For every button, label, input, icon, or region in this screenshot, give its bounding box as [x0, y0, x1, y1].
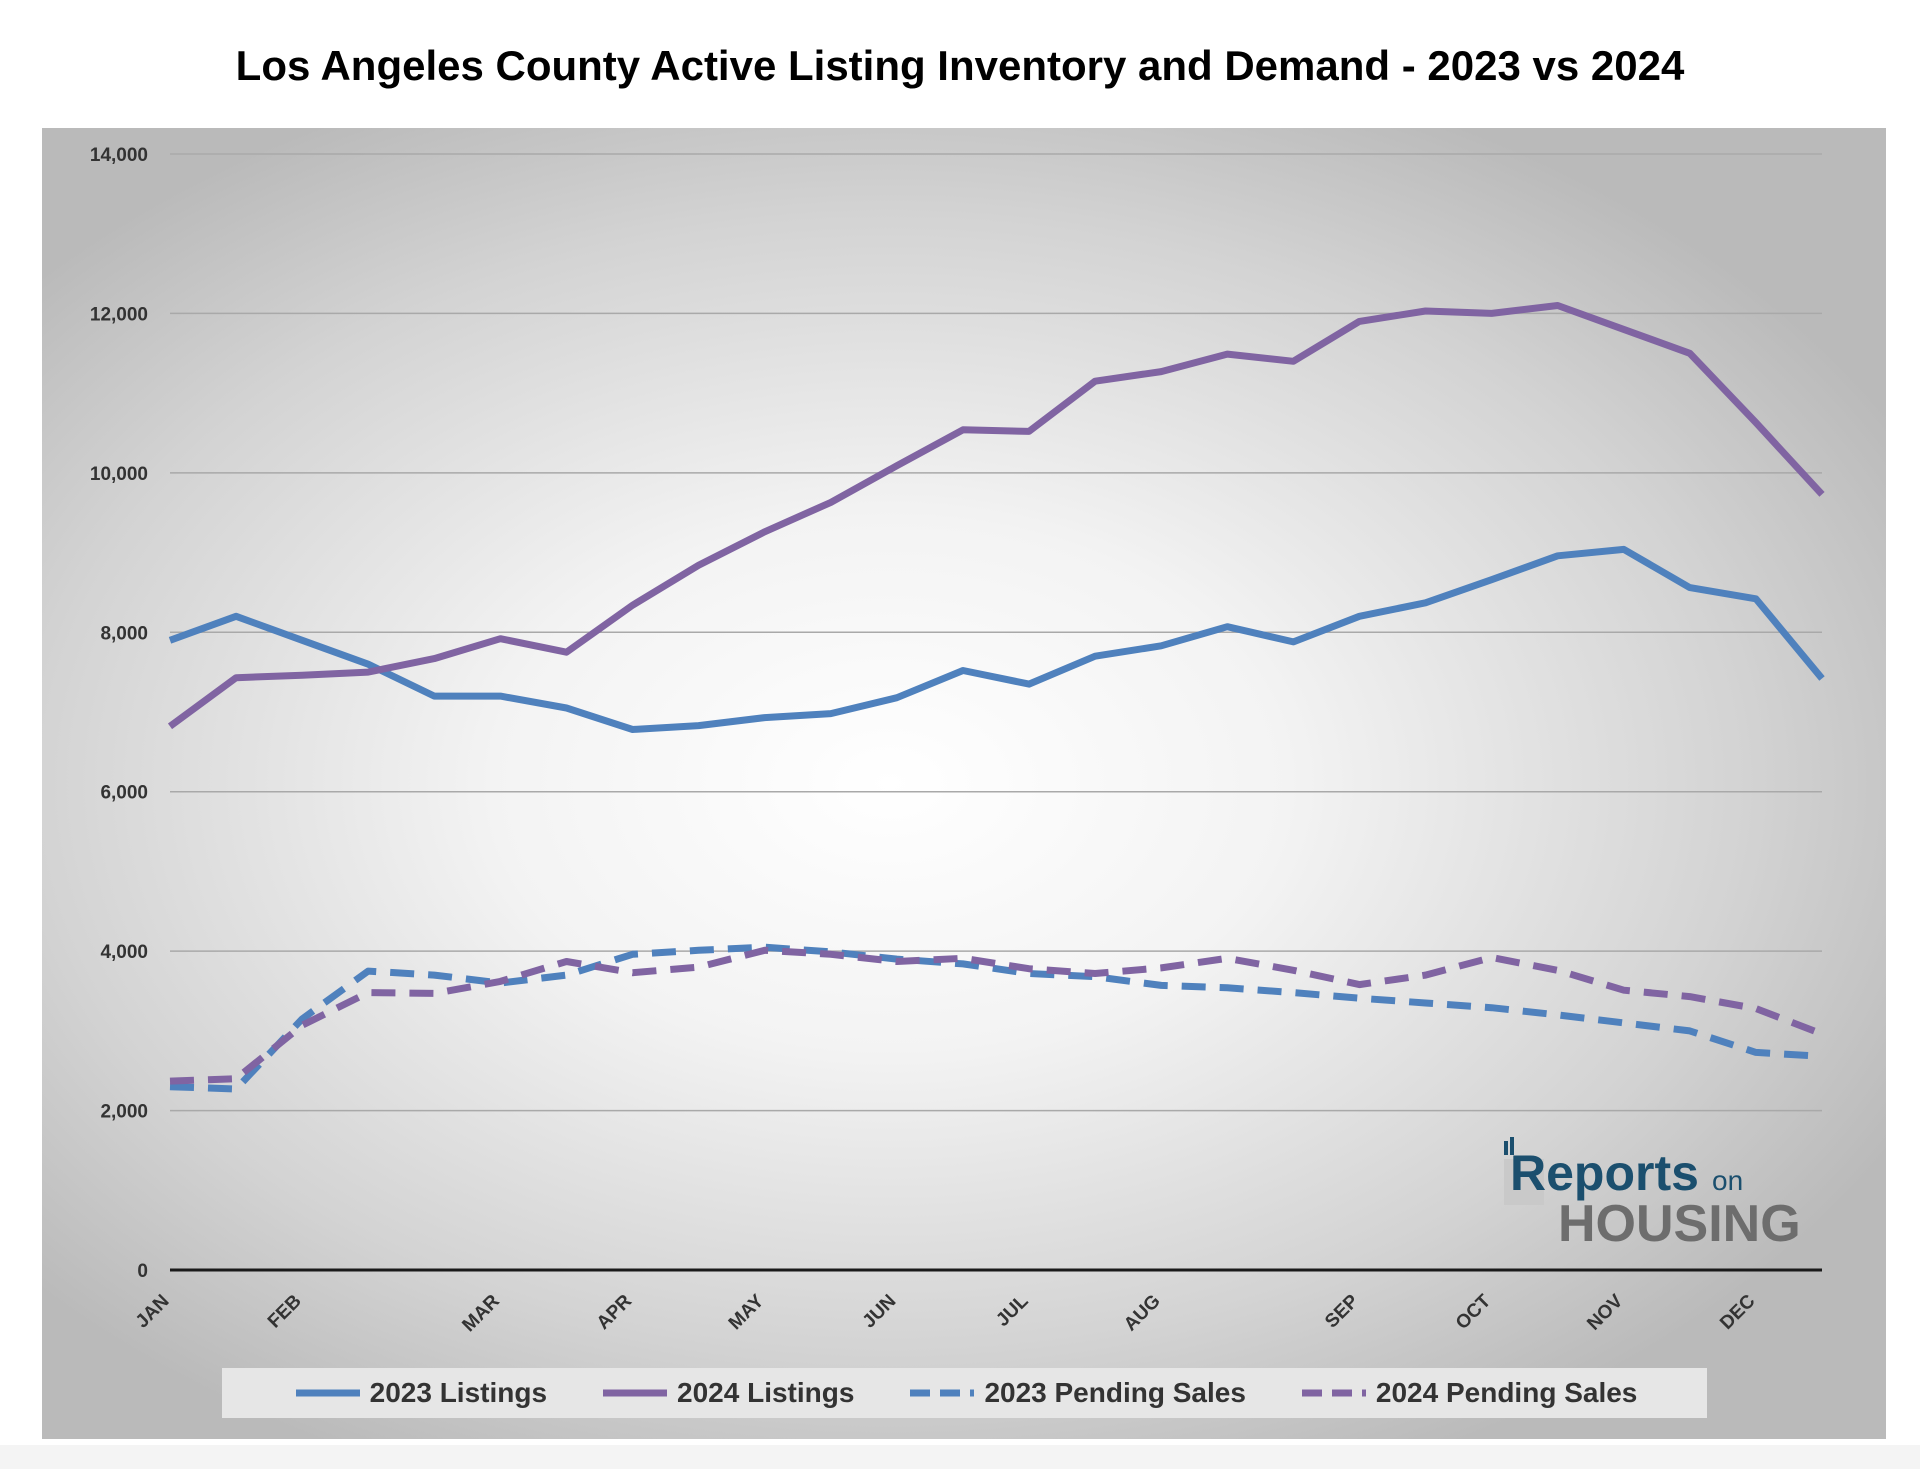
legend-swatch: [295, 1389, 360, 1397]
x-tick-label: APR: [593, 1290, 636, 1333]
legend-item: 2024 Pending Sales: [1298, 1377, 1637, 1409]
chart-legend: 2023 Listings 2024 Listings 2023 Pending S…: [222, 1368, 1707, 1418]
y-tick-label: 8,000: [100, 623, 148, 644]
legend-label: 2024 Pending Sales: [1375, 1377, 1638, 1408]
x-tick-label: DEC: [1716, 1290, 1759, 1333]
series-line-2023-pending-sales: [169, 943, 1823, 1093]
y-tick-label: 2,000: [100, 1102, 148, 1123]
series-line-2023-listings: [168, 545, 1825, 733]
x-tick-label: SEP: [1321, 1290, 1363, 1332]
legend-label: 2023 Listings: [369, 1377, 548, 1408]
y-tick-label: 10,000: [90, 464, 148, 485]
legend-swatch: [1301, 1389, 1366, 1397]
x-tick-label: AUG: [1120, 1291, 1165, 1336]
x-tick-label: FEB: [264, 1291, 306, 1333]
y-tick-label: 6,000: [100, 783, 148, 804]
plot-area: [42, 128, 1886, 1439]
legend-swatch: [603, 1389, 668, 1397]
x-tick-label: MAR: [458, 1290, 504, 1336]
legend-label: 2024 Listings: [677, 1377, 855, 1408]
chart-title: Los Angeles County Active Listing Invent…: [235, 42, 1685, 89]
logo-line1: Reports: [1510, 1145, 1699, 1201]
y-tick-label: 14,000: [90, 145, 148, 166]
logo-line1-small: on: [1712, 1165, 1743, 1196]
legend-item: 2023 Pending Sales: [906, 1377, 1246, 1409]
x-tick-label: JUL: [992, 1290, 1033, 1331]
y-tick-label: 4,000: [100, 942, 148, 963]
x-tick-label: OCT: [1452, 1290, 1495, 1333]
y-tick-label: 0: [137, 1261, 148, 1282]
x-tick-label: JAN: [132, 1291, 174, 1333]
series-line-2024-listings: [167, 302, 1825, 730]
legend-item: 2023 Listings: [292, 1377, 547, 1409]
legend-item: 2024 Listings: [599, 1377, 854, 1409]
x-tick-label: NOV: [1583, 1290, 1627, 1334]
legend-swatch: [910, 1389, 975, 1397]
page-bottom-strip: [0, 1445, 1920, 1469]
y-tick-label: 12,000: [90, 304, 148, 325]
x-tick-label: MAY: [725, 1290, 769, 1334]
reports-on-housing-logo: Reports on HOUSING: [1500, 1135, 1830, 1253]
logo-line2: HOUSING: [1558, 1195, 1801, 1245]
series-line-2024-pending-sales: [169, 946, 1824, 1085]
legend-label: 2023 Pending Sales: [984, 1377, 1246, 1408]
x-tick-label: JUN: [859, 1291, 901, 1333]
